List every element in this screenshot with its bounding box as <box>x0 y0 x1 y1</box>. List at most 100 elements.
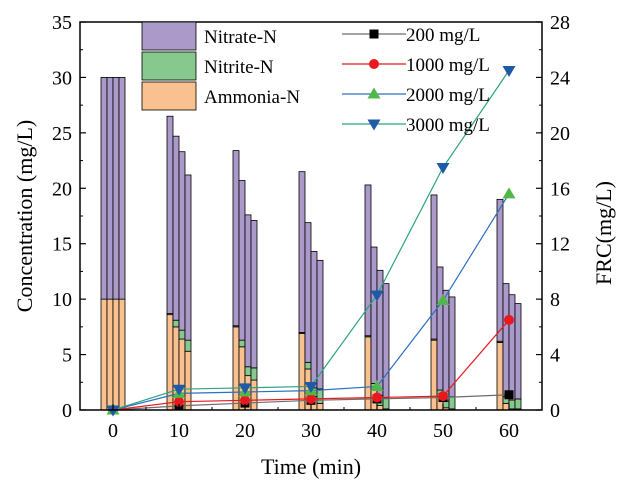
point-series-3-t40 <box>370 379 384 391</box>
bar-nitrate-t60-1 <box>496 198 504 342</box>
bar-nitrite-t30-2 <box>304 361 312 370</box>
bar-ammonia-t20-4 <box>250 379 258 411</box>
bar-nitrate-t10-3 <box>178 151 186 331</box>
bar-ammonia-t0-2 <box>106 298 114 411</box>
y-left-tick-label: 10 <box>52 289 72 311</box>
point-series-2-t50 <box>438 391 448 402</box>
point-series-4-t40 <box>370 290 384 302</box>
bar-ammonia-t60-1 <box>496 341 504 411</box>
bar-nitrate-t50-3 <box>442 289 450 402</box>
bar-nitrate-t20-2 <box>238 180 246 341</box>
bar-nitrate-t50-1 <box>430 194 438 340</box>
y-left-tick-label: 30 <box>52 67 72 89</box>
y-right-tick-label: 16 <box>550 178 570 200</box>
point-series-4-t50 <box>436 163 450 174</box>
bar-nitrate-t0-2 <box>106 77 114 300</box>
x-axis-title: Time (min) <box>261 454 361 479</box>
bar-nitrate-t50-4 <box>448 296 456 398</box>
bar-nitrate-t50-2 <box>436 266 444 391</box>
bar-nitrite-t20-3 <box>244 366 252 377</box>
y-right-tick-label: 8 <box>550 289 560 311</box>
bar-ammonia-t50-1 <box>430 339 438 411</box>
bar-nitrite-t10-4 <box>184 339 192 352</box>
y-right-tick-label: 20 <box>550 123 570 145</box>
legend-marker-2 <box>369 59 379 69</box>
bar-nitrate-t40-2 <box>370 246 378 384</box>
bar-nitrate-t0-1 <box>100 77 108 300</box>
bar-nitrate-t60-2 <box>502 283 510 398</box>
x-tick-label: 30 <box>301 420 321 442</box>
y-axis-right-title: FRC(mg/L) <box>591 181 616 285</box>
legend-marker-1 <box>369 29 379 39</box>
point-series-2-t40 <box>372 392 382 403</box>
y-left-tick-label: 35 <box>52 12 72 34</box>
axes-layer: 0 10 20 30 40 50 60 0 5 10 15 20 25 30 35 0 4 8 12 16 20 24 28 <box>52 12 570 442</box>
point-series-4-t10 <box>172 384 186 396</box>
legend-label-stack: Nitrate-N <box>204 27 277 48</box>
bar-ammonia-t0-4 <box>118 298 126 411</box>
y-left-tick-label: 0 <box>62 400 72 422</box>
x-tick-label: 20 <box>235 420 255 442</box>
bar-nitrite-t10-3 <box>178 329 186 340</box>
bar-nitrate-t0-4 <box>118 77 126 300</box>
point-series-2-t30 <box>306 393 316 404</box>
point-series-1-t60 <box>504 390 514 400</box>
bar-ammonia-t20-1 <box>232 326 240 411</box>
bar-nitrite-t30-4 <box>316 388 324 404</box>
bar-nitrate-t30-1 <box>298 171 306 333</box>
legend-label-line: 2000 mg/L <box>406 85 490 106</box>
y-right-tick-label: 12 <box>550 234 570 256</box>
y-axis-left-title: Concentration (mg/L) <box>12 120 37 312</box>
bar-nitrite-t50-3 <box>442 400 450 409</box>
bar-nitrate-t30-4 <box>316 259 324 390</box>
bar-nitrite-t50-4 <box>448 396 456 410</box>
bar-nitrite-t40-4 <box>382 397 390 410</box>
legend-label-line: 200 mg/L <box>406 25 480 46</box>
bar-ammonia-t0-1 <box>100 298 108 411</box>
bar-nitrate-t10-4 <box>184 174 192 341</box>
legend-swatch-nitrate-n <box>141 21 197 51</box>
point-series-2-t20 <box>240 395 250 406</box>
point-series-4-t0 <box>106 405 120 417</box>
bar-nitrate-t10-1 <box>166 115 174 314</box>
point-series-3-t50 <box>436 294 450 306</box>
bar-nitrate-t10-2 <box>172 135 180 321</box>
bar-nitrite-t60-4 <box>514 398 522 410</box>
bar-nitrate-t40-4 <box>382 283 390 399</box>
bar-nitrate-t60-4 <box>514 303 522 400</box>
bar-nitrate-t0-3 <box>112 77 120 300</box>
bar-nitrite-t60-3 <box>508 399 516 410</box>
bar-nitrate-t30-3 <box>310 251 318 389</box>
point-series-4-t20 <box>238 383 252 395</box>
bar-nitrate-t20-1 <box>232 150 240 327</box>
bar-ammonia-t0-3 <box>112 298 120 411</box>
x-tick-label: 0 <box>108 420 118 442</box>
bar-nitrate-t30-2 <box>304 222 312 363</box>
point-series-4-t30 <box>304 381 318 393</box>
legend-label-stack: Ammonia-N <box>204 87 300 108</box>
y-right-tick-label: 0 <box>550 400 560 422</box>
bar-nitrate-t20-3 <box>244 214 252 368</box>
y-left-tick-label: 20 <box>52 178 72 200</box>
x-tick-label: 40 <box>367 420 387 442</box>
legend-label-line: 3000 mg/L <box>406 115 490 136</box>
bar-nitrite-t20-4 <box>250 367 258 381</box>
x-tick-label: 10 <box>169 420 189 442</box>
bar-nitrite-t20-2 <box>238 339 246 348</box>
y-right-tick-label: 4 <box>550 345 560 367</box>
point-series-2-t60 <box>504 314 514 325</box>
point-series-4-t60 <box>502 66 516 77</box>
bar-ammonia-t60-2 <box>502 402 510 411</box>
x-tick-label: 60 <box>499 420 519 442</box>
y-right-tick-label: 28 <box>550 12 570 34</box>
bar-nitrate-t20-4 <box>250 220 258 369</box>
bar-nitrate-t60-3 <box>508 294 516 401</box>
bar-nitrate-t40-1 <box>364 184 372 337</box>
x-tick-label: 50 <box>433 420 453 442</box>
y-right-tick-label: 24 <box>550 67 570 89</box>
bar-nitrite-t10-2 <box>172 319 180 328</box>
legend-label-line: 1000 mg/L <box>406 55 490 76</box>
legend-marker-3 <box>367 87 381 99</box>
bar-ammonia-t30-4 <box>316 402 324 411</box>
